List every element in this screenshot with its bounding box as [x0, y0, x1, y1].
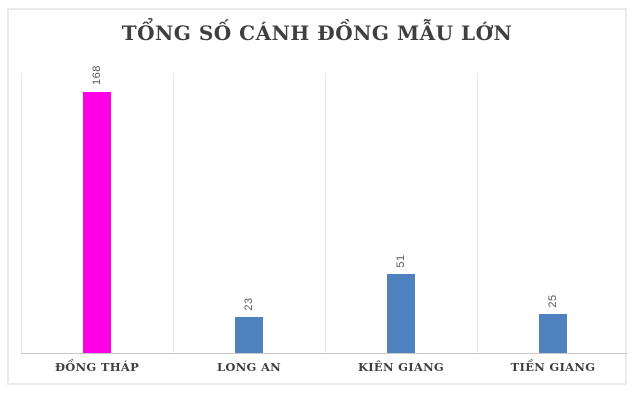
bar-4 — [539, 314, 567, 353]
gridline — [477, 73, 478, 353]
y-axis-line — [21, 73, 22, 353]
gridline — [173, 73, 174, 353]
bar-value-label: 51 — [395, 253, 407, 268]
chart-title: TỔNG SỐ CÁNH ĐỒNG MẪU LỚN — [121, 21, 513, 45]
bar-1 — [83, 92, 111, 353]
bar-value-label: 168 — [91, 64, 103, 85]
category-label: ĐỒNG THÁP — [54, 360, 140, 374]
category-label: KIÊN GIANG — [357, 360, 445, 374]
bar-value-label: 25 — [547, 293, 559, 308]
bar-3 — [387, 274, 415, 353]
gridline — [325, 73, 326, 353]
bar-2 — [235, 317, 263, 353]
category-label: LONG AN — [217, 360, 281, 374]
category-label: TIỀN GIANG — [510, 360, 596, 374]
bar-value-label: 23 — [243, 296, 255, 311]
x-axis-line — [21, 353, 627, 354]
